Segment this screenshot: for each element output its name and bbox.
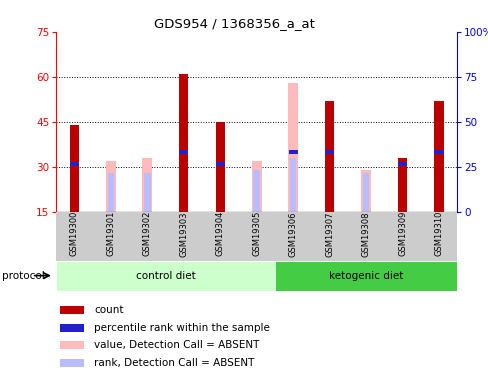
Bar [60,324,84,332]
Text: GSM19303: GSM19303 [179,211,188,256]
Bar [215,122,224,212]
Bar [60,306,84,314]
Text: GSM19305: GSM19305 [252,211,261,256]
Bar [251,161,261,212]
Text: GSM19300: GSM19300 [70,211,79,256]
Bar [179,74,188,212]
Text: value, Detection Call = ABSENT: value, Detection Call = ABSENT [94,340,259,350]
Text: GSM19309: GSM19309 [397,211,406,256]
Bar [397,162,406,166]
Bar [144,173,150,212]
Bar [253,170,260,212]
Text: GSM19302: GSM19302 [142,211,152,256]
Bar [70,162,79,166]
Text: GSM19301: GSM19301 [106,211,115,256]
Bar [105,161,116,212]
Text: GDS954 / 1368356_a_at: GDS954 / 1368356_a_at [154,17,314,30]
Bar [179,150,188,154]
Text: ketogenic diet: ketogenic diet [328,271,403,280]
Text: GSM19308: GSM19308 [361,211,370,256]
Bar [60,359,84,367]
Text: percentile rank within the sample: percentile rank within the sample [94,323,270,333]
Bar [362,173,368,212]
Text: GSM19306: GSM19306 [288,211,297,256]
Bar [70,125,79,212]
Bar [289,158,296,212]
Bar [360,170,370,212]
Bar [288,150,297,154]
Bar [274,261,456,291]
Bar [433,101,443,212]
Bar [433,150,443,154]
Bar [56,261,274,291]
Text: GSM19310: GSM19310 [434,211,443,256]
Bar [107,173,114,212]
Bar [325,150,333,154]
Text: GSM19307: GSM19307 [325,211,333,256]
Text: GSM19304: GSM19304 [215,211,224,256]
Bar [142,158,152,212]
Bar [325,101,333,212]
Bar [215,162,224,166]
Bar [397,158,406,212]
Text: count: count [94,305,123,315]
Bar [60,341,84,349]
Text: rank, Detection Call = ABSENT: rank, Detection Call = ABSENT [94,358,254,368]
Text: protocol: protocol [2,271,45,280]
Bar [287,83,298,212]
Text: control diet: control diet [136,271,195,280]
